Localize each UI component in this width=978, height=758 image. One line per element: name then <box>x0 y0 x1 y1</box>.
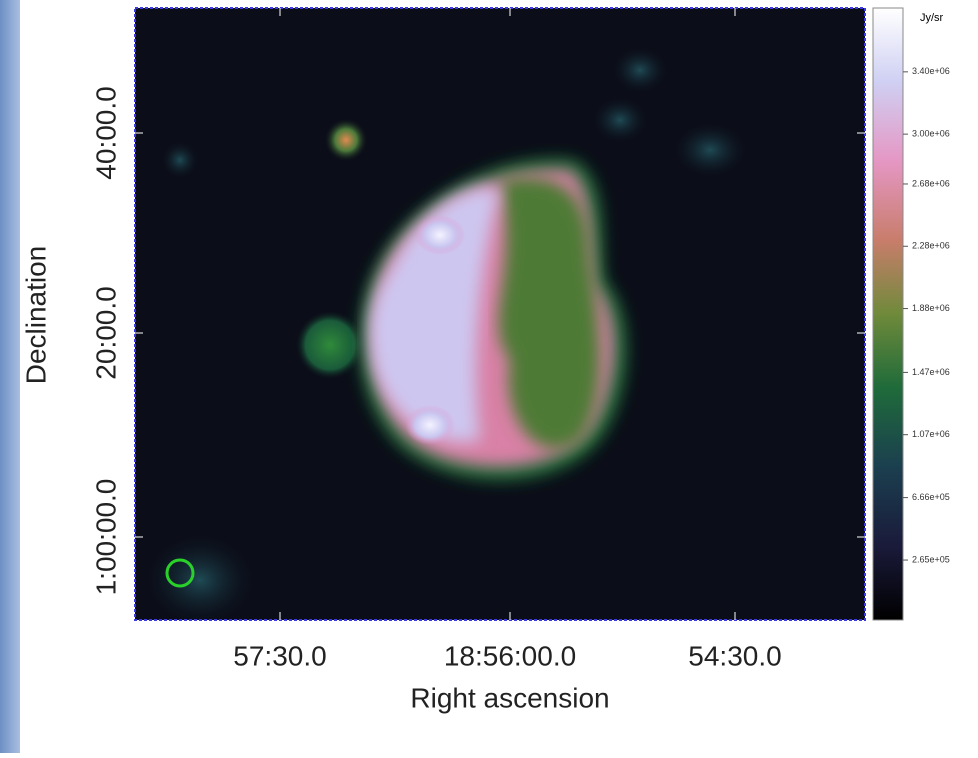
colorbar-tick-label: 1.47e+06 <box>912 367 950 377</box>
y-axis-label: Declination <box>20 246 51 385</box>
colorbar-tick-label: 3.00e+06 <box>912 129 950 139</box>
colorbar-tick-label: 2.68e+06 <box>912 178 950 188</box>
colorbar-tick-label: 2.28e+06 <box>912 241 950 251</box>
plot-frame <box>134 7 866 621</box>
colorbar-tick-label: 1.88e+06 <box>912 303 950 313</box>
y-tick-label: 1:00:00.0 <box>90 479 121 596</box>
colorbar-tick-label: 2.65e+05 <box>912 554 950 564</box>
sky-image <box>135 8 865 620</box>
colorbar-label: Jy/sr <box>920 12 944 24</box>
colorbar-tick-label: 3.40e+06 <box>912 66 950 76</box>
colorbar <box>872 7 904 621</box>
beam <box>165 558 195 588</box>
y-tick-label: 20:00.0 <box>90 286 121 379</box>
x-tick-label: 54:30.0 <box>688 640 781 671</box>
colorbar-tick-label: 1.07e+06 <box>912 429 950 439</box>
x-axis-label: Right ascension <box>410 682 609 713</box>
x-tick-label: 18:56:00.0 <box>444 640 576 671</box>
window-edge <box>0 0 20 753</box>
y-tick-label: 40:00.0 <box>90 86 121 179</box>
colorbar-tick-label: 6.66e+05 <box>912 492 950 502</box>
x-tick-label: 57:30.0 <box>233 640 326 671</box>
